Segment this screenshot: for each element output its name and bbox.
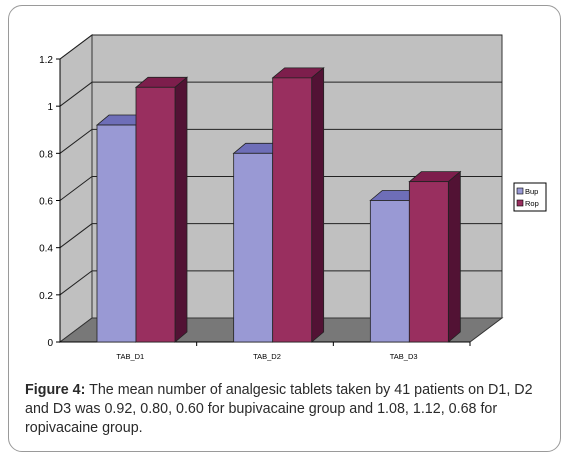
bar-bup — [96, 124, 137, 343]
y-tick-label: 1.2 — [39, 55, 53, 66]
legend-swatch-bup — [516, 187, 524, 195]
y-tick-label: 0.8 — [39, 149, 53, 160]
bar-side-rop — [311, 67, 325, 343]
legend-label-bup: Bup — [525, 187, 538, 196]
gridline — [59, 176, 502, 201]
bar-bup — [369, 200, 410, 343]
bar-rop — [135, 86, 176, 343]
gridline — [59, 223, 502, 249]
gridline — [59, 128, 502, 154]
bar-side-rop — [174, 76, 188, 343]
bar-chart-3d: 0 0.2 0.4 0.6 0.8 1 1.2 TAB_D1 TAB_D2 TAB_D3 Bup Ro… — [39, 34, 547, 361]
bar-rop — [272, 77, 313, 343]
bar-bup — [233, 152, 274, 343]
gridline — [59, 81, 502, 107]
legend-box — [513, 182, 547, 212]
y-tick-label: 0 — [47, 338, 53, 349]
gridline — [59, 34, 502, 60]
y-tick-label: 1 — [47, 102, 53, 113]
y-tick-label: 0.6 — [39, 197, 53, 208]
caption-text: The mean number of analgesic tablets tak… — [25, 382, 533, 436]
bar-side-rop — [447, 170, 461, 343]
legend-label-rop: Rop — [525, 199, 539, 208]
x-tick-label: TAB_D1 — [116, 352, 144, 361]
x-tick-label: TAB_D3 — [390, 352, 418, 361]
bar-rop — [408, 181, 449, 343]
legend-swatch-rop — [516, 199, 524, 207]
chart-legend: Bup Rop — [513, 182, 547, 212]
y-tick-label: 0.4 — [39, 244, 53, 255]
caption-label: Figure 4: — [25, 382, 86, 398]
gridline — [59, 270, 502, 296]
figure-caption: Figure 4: The mean number of analgesic t… — [25, 381, 553, 438]
x-tick-label: TAB_D2 — [253, 352, 281, 361]
y-tick-label: 0.2 — [39, 291, 53, 302]
